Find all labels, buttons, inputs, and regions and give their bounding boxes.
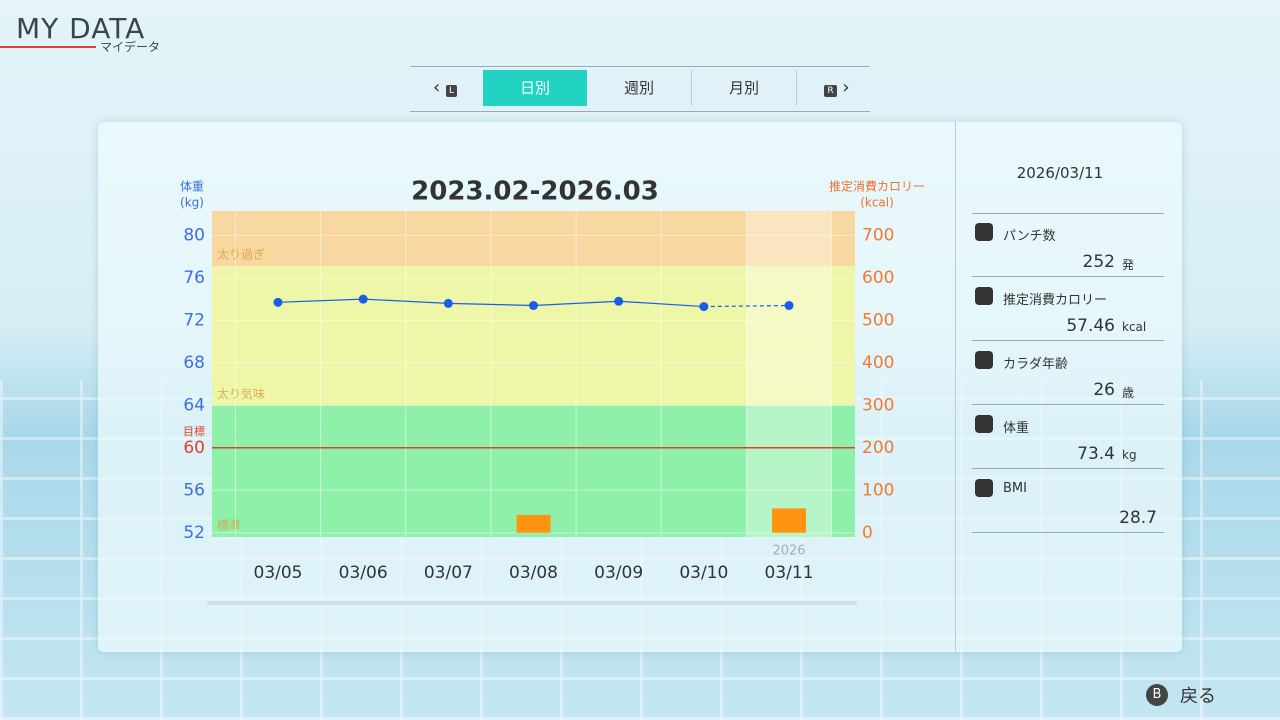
- line-segment: [618, 300, 704, 308]
- point: [614, 296, 624, 306]
- zone: [212, 266, 855, 406]
- y-tick-label: 72: [183, 310, 205, 330]
- zone-label: 太り過ぎ: [217, 247, 265, 262]
- y2-tick-label: 600: [862, 268, 894, 288]
- item-label: 推定消費カロリー: [1003, 293, 1108, 308]
- separator: [972, 276, 1164, 277]
- point: [699, 302, 709, 312]
- separator: [972, 340, 1164, 341]
- point: [529, 301, 539, 311]
- line-segment: [448, 302, 534, 307]
- x-tick-label: 03/06: [339, 563, 388, 583]
- tab-bar: [410, 66, 870, 112]
- button-icon[interactable]: B: [1146, 684, 1168, 706]
- x-tick-label: 03/09: [594, 563, 643, 583]
- scrollbar[interactable]: [207, 601, 857, 605]
- target-label: 目標: [183, 424, 205, 438]
- bar: [772, 508, 807, 533]
- page-title: MY DATA: [16, 12, 146, 45]
- item-value: 57.46: [1066, 316, 1115, 336]
- item-unit: 発: [1122, 258, 1135, 272]
- y2-tick-label: 500: [862, 310, 894, 330]
- y-tick-label: 60: [183, 438, 205, 458]
- y2-axis-label: (kcal): [860, 196, 894, 210]
- year-label: 2026: [772, 544, 805, 559]
- y2-tick-label: 100: [862, 480, 894, 500]
- item-unit: kg: [1122, 448, 1137, 462]
- x-tick-label: 03/07: [424, 563, 473, 583]
- separator: [972, 468, 1164, 469]
- side-date: 2026/03/11: [1016, 164, 1104, 182]
- title-underline: [0, 46, 96, 48]
- button-icon: R: [824, 85, 837, 97]
- highlight-column: [746, 211, 832, 537]
- y-tick-label: 76: [183, 268, 205, 288]
- y2-axis-label: 推定消費カロリー: [829, 179, 925, 194]
- y2-tick-label: 300: [862, 395, 894, 415]
- y-tick-label: 64: [183, 395, 205, 415]
- y2-tick-label: 700: [862, 225, 894, 245]
- line-segment: [277, 298, 364, 303]
- tab-next[interactable]: R ›: [812, 70, 862, 106]
- zone: [212, 211, 855, 267]
- x-tick-label: 03/05: [254, 563, 303, 583]
- item-label: カラダ年齢: [1003, 357, 1069, 372]
- bar: [516, 514, 551, 533]
- item-value: 28.7: [1119, 508, 1157, 528]
- item-label: 体重: [1003, 421, 1030, 436]
- separator: [972, 213, 1164, 214]
- x-tick-label: 03/08: [509, 563, 558, 583]
- item-icon: [975, 287, 993, 305]
- y-axis-label: (kg): [180, 196, 204, 210]
- y-tick-label: 52: [183, 523, 205, 543]
- y-tick-label: 80: [183, 225, 205, 245]
- point: [273, 297, 283, 307]
- item-value: 26: [1093, 380, 1115, 400]
- item-value: 73.4: [1077, 444, 1115, 464]
- point: [443, 298, 453, 308]
- y-tick-label: 56: [183, 480, 205, 500]
- y2-tick-label: 0: [862, 523, 873, 543]
- item-unit: kcal: [1122, 320, 1147, 334]
- item-icon: [975, 479, 993, 497]
- separator: [972, 404, 1164, 405]
- tab[interactable]: 月別: [692, 70, 797, 106]
- tab[interactable]: 日別: [483, 70, 587, 106]
- divider: [955, 122, 956, 652]
- tab[interactable]: 週別: [587, 70, 692, 106]
- item-value: 252: [1082, 252, 1115, 272]
- button-icon: L: [445, 85, 457, 97]
- line-segment: [363, 298, 449, 304]
- tab-prev[interactable]: ‹ L: [420, 70, 470, 106]
- chart-title: 2023.02-2026.03: [411, 177, 659, 207]
- line-segment: [703, 304, 790, 308]
- back-label[interactable]: 戻る: [1180, 686, 1216, 707]
- separator: [972, 532, 1164, 533]
- item-label: パンチ数: [1003, 229, 1056, 244]
- x-tick-label: 03/11: [765, 563, 814, 583]
- point: [358, 294, 368, 304]
- item-icon: [975, 415, 993, 433]
- point: [784, 301, 794, 311]
- item-unit: 歳: [1122, 386, 1135, 400]
- y2-tick-label: 400: [862, 353, 894, 373]
- item-icon: [975, 351, 993, 369]
- x-tick-label: 03/10: [679, 563, 728, 583]
- y2-tick-label: 200: [862, 438, 894, 458]
- page-subtitle: マイデータ: [100, 40, 161, 54]
- item-label: BMI: [1003, 481, 1027, 496]
- item-icon: [975, 223, 993, 241]
- line-segment: [533, 300, 619, 307]
- zone-label: 太り気味: [217, 386, 265, 401]
- y-axis-label: 体重: [180, 180, 204, 194]
- y-tick-label: 68: [183, 353, 205, 373]
- zone-label: 標準: [217, 518, 241, 533]
